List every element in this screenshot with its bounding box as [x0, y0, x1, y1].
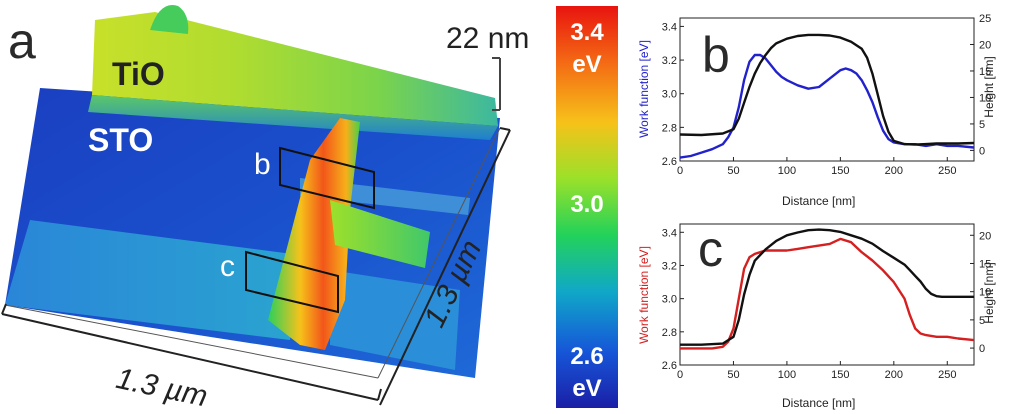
tio-terrace [92, 12, 498, 126]
x-tick-label: 150 [831, 369, 849, 381]
y-left-tick-label: 2.6 [662, 360, 677, 372]
y-right-tick-label: 0 [979, 343, 985, 355]
y-left-tick-label: 2.8 [662, 327, 677, 339]
profile-box-c [245, 250, 339, 314]
profile-box-b [279, 146, 375, 210]
y-right-tick-label: 5 [979, 315, 985, 327]
plot-frame [679, 17, 975, 162]
colorbar-bottom-unit: eV [572, 375, 602, 402]
colorbar-top-unit: eV [572, 51, 602, 78]
y-right-tick-label: 25 [979, 13, 991, 25]
x-tick-label: 250 [938, 165, 956, 177]
label-box-c: c [220, 250, 235, 283]
y-right-tick-label: 20 [979, 230, 991, 242]
lower-terrace-right [330, 270, 460, 370]
series-line-right [679, 33, 975, 146]
y-left-tick-label: 3.2 [662, 260, 677, 272]
ridge-shoulder [330, 200, 430, 268]
label-box-b: b [254, 148, 271, 181]
label-sto: STO [88, 122, 154, 158]
panel-b: 0 50 100 150 200 250 2.6 2.8 3.0 3.2 3.4 0 5 10 15 20 25… [628, 4, 1024, 216]
panel-letter-c: c [698, 221, 723, 277]
x-tick-label: 0 [677, 369, 683, 381]
x-tick-label: 50 [727, 165, 739, 177]
lower-terrace [5, 220, 300, 340]
x-tick-label: 200 [885, 165, 903, 177]
profile-chart-b: 0 50 100 150 200 250 2.6 2.8 3.0 3.2 3.4 0 5 10 15 20 25 [662, 13, 992, 177]
colorbar-mid-value: 3.0 [570, 191, 604, 218]
colorbar-top-value: 3.4 [570, 19, 604, 46]
x-scale-axis [1, 313, 379, 401]
y-scale-axis [379, 129, 511, 406]
panel-letter-a: a [8, 13, 36, 69]
y-axis-right-title-c: Height [nm] [982, 262, 996, 324]
y-left-tick-label: 3.0 [662, 294, 677, 306]
y-axis-right-title-b: Height [nm] [982, 56, 996, 118]
y-right-tick-label: 10 [979, 92, 991, 104]
x-tick-label: 150 [831, 165, 849, 177]
y-left-tick-label: 3.4 [662, 21, 677, 33]
panel-letter-b: b [702, 27, 730, 83]
panel-c: 0 50 100 150 200 250 2.6 2.8 3.0 3.2 3.4 0 5 10 15 20 c… [628, 210, 1024, 413]
y-right-tick-label: 10 [979, 287, 991, 299]
y-left-tick-label: 3.4 [662, 227, 677, 239]
x-tick-label: 0 [677, 165, 683, 177]
height-scale-label: 22 nm [446, 22, 530, 55]
surface-map [1, 5, 511, 406]
plot-frame [679, 223, 975, 366]
y-left-tick-label: 2.6 [662, 156, 677, 168]
y-right-tick-label: 15 [979, 258, 991, 270]
y-left-tick-label: 3.2 [662, 55, 677, 67]
tio-front-face [88, 95, 498, 140]
x-tick-label: 100 [778, 165, 796, 177]
y-right-tick-label: 0 [979, 145, 985, 157]
x-tick-label: 50 [727, 369, 739, 381]
y-left-tick-label: 2.8 [662, 122, 677, 134]
x-axis-title-c: Distance [nm] [782, 396, 856, 410]
colorbar-bottom-value: 2.6 [570, 343, 604, 370]
y-right-tick-label: 15 [979, 66, 991, 78]
y-axis-left-title-b: Work function [eV] [637, 40, 651, 138]
x-tick-label: 250 [938, 369, 956, 381]
y-axis-left-title-c: Work function [eV] [637, 246, 651, 344]
y-left-tick-label: 3.0 [662, 89, 677, 101]
x-axis-title-b: Distance [nm] [782, 194, 856, 208]
top-bump [150, 5, 189, 34]
x-tick-label: 100 [778, 369, 796, 381]
colorbar: 3.4 eV 3.0 2.6 eV [556, 6, 618, 408]
series-line-right [680, 228, 974, 346]
profile-chart-c: 0 50 100 150 200 250 2.6 2.8 3.0 3.2 3.4 0 5 10 15 20 [662, 223, 991, 381]
y-right-tick-label: 20 [979, 39, 991, 51]
series-line-left [680, 237, 975, 350]
x-tick-label: 200 [885, 369, 903, 381]
label-tio: TiO [112, 56, 165, 92]
y-right-tick-label: 5 [979, 119, 985, 131]
panel-a: a TiO STO b c 22 nm 1.3 µm 1.3 µm [1, 5, 530, 413]
